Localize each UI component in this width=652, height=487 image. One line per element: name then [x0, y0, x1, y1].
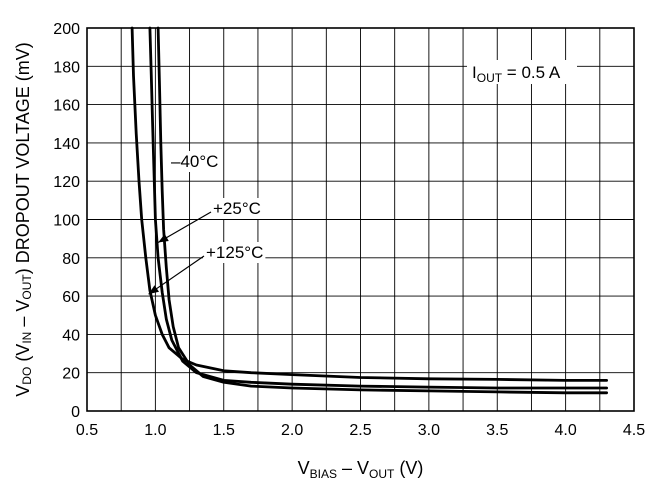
y-tick-label: 0: [71, 404, 80, 421]
x-tick-label: 1.5: [213, 422, 235, 439]
annotation-series-40C: –40°C: [171, 152, 218, 171]
x-tick-label: 1.0: [144, 422, 166, 439]
y-tick-label: 40: [62, 327, 80, 344]
series-25C-line: [148, 26, 608, 390]
x-tick-label: 4.0: [555, 422, 577, 439]
grid: [87, 28, 634, 411]
y-tick-label: 120: [53, 174, 80, 191]
plot-frame: [86, 27, 635, 412]
annotation-leader: [157, 211, 212, 243]
y-tick-label: 100: [53, 213, 80, 230]
annotation-leader: [148, 255, 205, 295]
condition-background: [467, 60, 577, 84]
y-tick-label: 160: [53, 98, 80, 115]
series-125C-line: [130, 26, 608, 382]
annotation-background: [210, 198, 263, 219]
x-axis-tick-labels: 0.5 1.0 1.5 2.0 2.5 3.0 3.5 4.0 4.5: [76, 422, 645, 439]
series-lines: [130, 26, 608, 395]
annotation-background: [168, 151, 221, 172]
y-tick-label: 140: [53, 136, 80, 153]
series-40C-line: [156, 26, 608, 395]
x-tick-label: 2.5: [349, 422, 371, 439]
condition-label: IOUT = 0.5 A: [472, 63, 561, 85]
y-tick-label: 60: [62, 289, 80, 306]
x-tick-label: 2.0: [281, 422, 303, 439]
annotation-arrowhead: [158, 234, 169, 243]
annotation-series-125C: +125°C: [206, 243, 263, 262]
x-tick-label: 0.5: [76, 422, 98, 439]
x-tick-label: 3.5: [486, 422, 508, 439]
y-axis-title: VDO (VIN – VOUT) DROPOUT VOLTAGE (mV): [13, 42, 34, 396]
annotation-background: [203, 242, 266, 263]
x-tick-label: 4.5: [623, 422, 645, 439]
annotation-series-25C: +25°C: [213, 199, 261, 218]
x-axis-title: VBIAS – VOUT (V): [298, 458, 424, 481]
y-tick-label: 180: [53, 59, 80, 76]
annotation-arrowhead: [148, 285, 160, 295]
x-tick-label: 3.0: [418, 422, 440, 439]
y-tick-label: 80: [62, 251, 80, 268]
y-tick-label: 20: [62, 366, 80, 383]
y-axis-tick-labels: 0 20 40 60 80 100 120 140 160 180 200: [53, 21, 80, 421]
y-tick-label: 200: [53, 21, 80, 38]
annotations: –40°C +25°C +125°C IOUT = 0.5 A: [148, 60, 577, 295]
